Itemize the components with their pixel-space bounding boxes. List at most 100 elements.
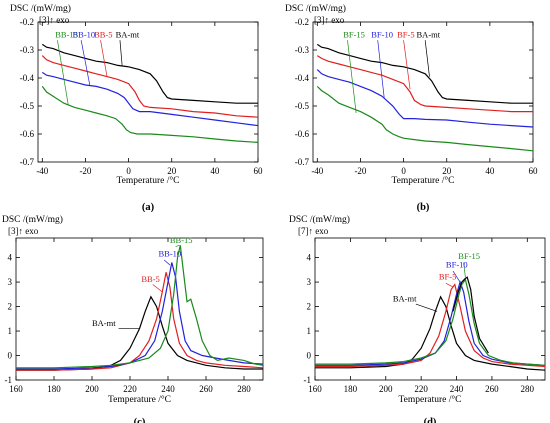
series-line-ba-mt: [316, 43, 533, 104]
series-leader-line: [377, 40, 385, 98]
x-tick-label: 220: [414, 384, 428, 394]
y-tick-label: 3: [8, 277, 13, 287]
y-tick-label: 1: [8, 326, 13, 336]
series-leader-line: [463, 262, 466, 278]
y-tick-label: -0.5: [20, 101, 35, 111]
series-label: BB-10: [73, 29, 96, 39]
series-leader-line: [152, 284, 163, 293]
x-tick-label: -20: [354, 166, 366, 176]
series-leader-line: [403, 40, 411, 90]
exo-label: [3]↑ exo: [314, 15, 345, 25]
series-line-bf-15: [316, 85, 534, 152]
series-line-bf-15-black: [452, 276, 489, 354]
y-tick-label: -0.4: [20, 73, 35, 83]
x-tick-label: 220: [123, 384, 137, 394]
y-tick-label: 1: [307, 326, 312, 336]
x-axis-label: Temperature /°C: [398, 394, 461, 405]
series-line-bb-5: [41, 55, 259, 118]
y-tick-label: -0.7: [20, 157, 35, 167]
series-line-bf-10: [316, 69, 534, 128]
y-tick-label: -0.3: [295, 45, 310, 55]
series-label: BA-mt: [92, 318, 116, 328]
series-leader-line: [163, 259, 171, 266]
series-label: BF-5: [397, 29, 414, 39]
x-tick-label: 200: [379, 384, 393, 394]
y-tick-label: 4: [8, 253, 13, 263]
y-tick-label: 0: [8, 351, 13, 361]
y-tick-label: -1: [5, 375, 13, 385]
series-label: BF-10: [371, 29, 393, 39]
x-tick-label: 60: [529, 166, 539, 176]
series-leader-line: [424, 40, 430, 77]
series-label: BA-mt: [417, 29, 441, 39]
series-leader-line: [80, 40, 91, 86]
panel-label: (a): [142, 202, 155, 212]
panel-label: (b): [417, 202, 430, 212]
x-tick-label: 260: [485, 384, 499, 394]
y-tick-label: 3: [307, 277, 312, 287]
x-tick-label: 240: [450, 384, 464, 394]
plot-frame: [312, 21, 534, 163]
x-tick-label: 20: [167, 166, 177, 176]
series-label: BF-15: [343, 29, 365, 39]
series-line-bb-5: [16, 272, 264, 371]
series-label: BB-15: [170, 235, 193, 245]
plot-frame: [15, 237, 264, 381]
series-label: BB-10: [159, 248, 182, 258]
x-tick-label: 200: [85, 384, 99, 394]
series-line-bb-15: [41, 86, 259, 143]
chart-c: DSC /(mW/mg)[3]↑ exo -1 0 1 2 3 4 160 180 200 220 2…: [2, 214, 264, 423]
series-label: BB-5: [94, 29, 112, 39]
x-tick-label: 160: [9, 384, 23, 394]
x-tick-label: 60: [254, 166, 264, 176]
y-tick-label: 4: [307, 253, 312, 263]
series-line-bf-15: [315, 278, 546, 366]
series-leader-line: [57, 40, 69, 105]
x-tick-label: 40: [210, 166, 220, 176]
plot-frame: [314, 237, 546, 381]
series-label: BF-5: [439, 272, 456, 282]
x-tick-label: 180: [47, 384, 61, 394]
x-tick-label: 40: [485, 166, 495, 176]
chart-b: DSC /(mW/mg)[3]↑ exo -0.2 -0.3 -0.4 -0.5 -0.6…: [285, 3, 539, 212]
x-axis-label: Temperature /°C: [108, 394, 171, 405]
x-tick-label: 0: [401, 166, 406, 176]
y-tick-label: -1: [304, 375, 312, 385]
exo-label: [3]↑ exo: [39, 15, 70, 25]
y-tick-label: -0.6: [20, 129, 35, 139]
x-tick-label: -40: [311, 166, 323, 176]
series-leader-line: [119, 40, 123, 66]
exo-label: [7]↑ exo: [298, 226, 329, 236]
series-line-bb-10: [16, 262, 264, 370]
y-axis-label: DSC /(mW/mg): [2, 214, 63, 225]
y-tick-label: -0.7: [295, 157, 310, 167]
y-tick-label: -0.4: [295, 73, 310, 83]
panel-label: (d): [424, 417, 437, 423]
y-axis-label: DSC /(mW/mg): [10, 3, 71, 14]
x-tick-label: -40: [36, 166, 48, 176]
exo-label: [3]↑ exo: [8, 226, 39, 236]
series-leader-line: [347, 40, 357, 114]
series-line-bf-5: [316, 55, 533, 113]
series-leader-line: [445, 282, 454, 288]
y-tick-label: 2: [8, 302, 13, 312]
series-label: BF-15: [458, 251, 480, 261]
y-axis-label: DSC /(mW/mg): [285, 3, 346, 14]
x-tick-label: 240: [161, 384, 175, 394]
series-line-ba-mt: [315, 295, 546, 371]
series-label: BA-mt: [116, 29, 140, 39]
series-leader-line: [100, 40, 108, 77]
series-line-bf-5: [315, 283, 546, 368]
series-leader-line: [415, 303, 438, 312]
x-tick-label: 260: [199, 384, 213, 394]
x-axis-label: Temperature /°C: [391, 175, 454, 186]
x-tick-label: 280: [521, 384, 535, 394]
y-tick-label: -0.3: [20, 45, 35, 55]
y-tick-label: -0.2: [295, 17, 309, 27]
x-axis-label: Temperature /°C: [116, 175, 179, 186]
series-line-bb-15: [16, 245, 264, 369]
y-tick-label: -0.6: [295, 129, 310, 139]
series-leader-line: [175, 245, 180, 247]
x-tick-label: 280: [237, 384, 251, 394]
series-line-bf-10: [315, 280, 546, 366]
